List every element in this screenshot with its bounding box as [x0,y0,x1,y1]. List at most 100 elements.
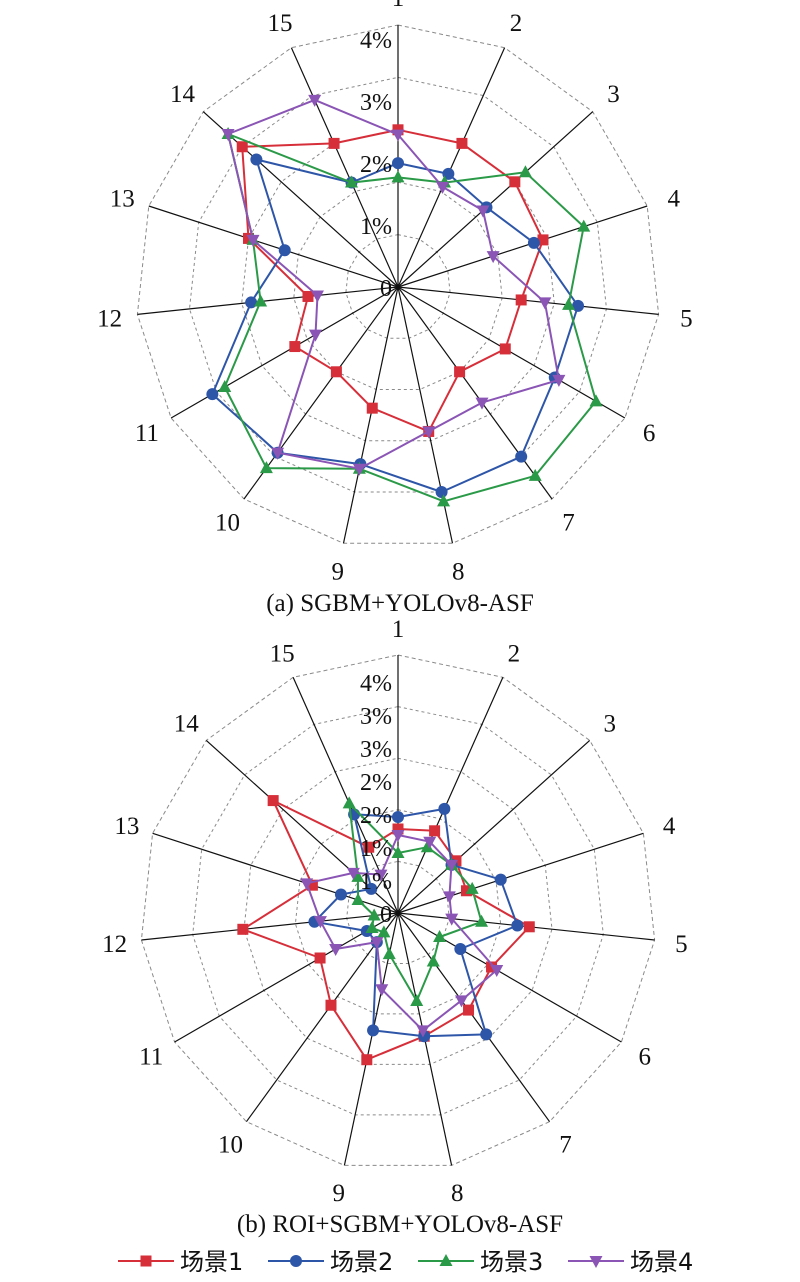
category-label: 5 [680,305,693,332]
data-point [486,251,500,264]
series-line [305,834,498,1032]
axis-spoke [397,286,553,500]
category-label: 1 [392,0,405,12]
category-label: 2 [508,641,521,668]
data-point [308,94,322,107]
data-point [476,205,490,218]
category-label: 3 [604,710,617,737]
axis-spoke [245,912,399,1123]
data-point [456,137,468,149]
data-point [221,129,235,142]
data-point [392,157,404,170]
axis-spoke [397,205,648,288]
data-point [454,943,467,955]
series-line [241,128,544,433]
radial-tick-label: 4% [360,671,392,697]
category-label: 3 [607,81,620,108]
data-point [300,878,314,891]
data-point [518,165,532,178]
data-point [475,914,489,927]
radial-tick-label: 0 [380,276,392,302]
legend-item: 场景4 [568,1248,693,1276]
category-label: 9 [331,559,344,586]
axis-spoke [397,912,551,1123]
data-point [416,1025,430,1038]
grid-ring [192,706,604,1116]
category-label: 15 [268,10,293,37]
legend-label: 场景3 [480,1248,543,1276]
category-label: 10 [215,510,240,537]
radial-tick-label: 3% [360,704,392,730]
data-point [325,999,337,1011]
data-point [392,811,404,823]
category-label: 12 [102,931,127,958]
data-point [351,893,365,906]
axis-spoke [290,47,399,288]
data-point [572,299,585,312]
category-label: 7 [562,510,575,537]
data-point [367,908,381,921]
data-point [515,450,528,463]
data-point [490,965,504,977]
data-point [391,846,405,858]
data-point [509,176,521,188]
category-label: 6 [643,420,656,447]
data-point [577,219,591,232]
data-point [206,388,219,401]
data-point [442,167,455,180]
data-point [589,394,603,407]
data-point [377,925,391,938]
axis-spoke [397,47,506,288]
data-point [438,802,451,815]
data-point [375,984,389,997]
data-point [445,913,459,926]
grid-ring [140,654,656,1166]
grid-ring [293,181,503,390]
axis-spoke [397,832,644,914]
data-point [289,341,301,353]
radial-tick-label: 0 [380,902,392,928]
category-label: 11 [139,1044,163,1071]
data-point [391,170,405,183]
data-point [351,869,365,882]
data-point [454,366,466,378]
data-point [460,885,472,897]
data-point [527,236,540,249]
data-point [475,397,489,410]
data-point [494,873,507,886]
category-label: 9 [332,1180,345,1207]
data-point [250,153,263,166]
category-label: 15 [270,641,295,668]
category-label: 13 [110,185,135,212]
data-point [313,916,327,929]
data-point [528,468,542,481]
grid-ring [243,757,553,1065]
data-point [374,869,388,882]
data-point [465,881,479,894]
data-point [254,294,268,307]
radial-tick-label: 1% [360,214,392,240]
data-point [370,937,384,950]
data-point [552,374,566,387]
data-point [344,175,358,188]
radial-tick-label: 4% [360,28,392,54]
data-point [511,919,524,932]
legend-label: 场景1 [180,1248,243,1276]
data-point [410,994,424,1007]
legend-item: 场景3 [418,1248,543,1276]
data-point [245,296,258,309]
grid-ring [241,129,555,442]
data-point [361,1054,373,1066]
series-line [313,807,519,1038]
data-point [314,952,326,964]
data-point [463,1004,475,1016]
data-point [391,129,405,142]
axis-spoke [141,912,399,941]
radial-tick-label: 2% [360,770,392,796]
series-line [227,98,560,470]
category-label: 8 [451,1180,464,1207]
data-point [365,882,378,895]
axis-spoke [148,205,399,288]
category-label: 11 [135,420,159,447]
